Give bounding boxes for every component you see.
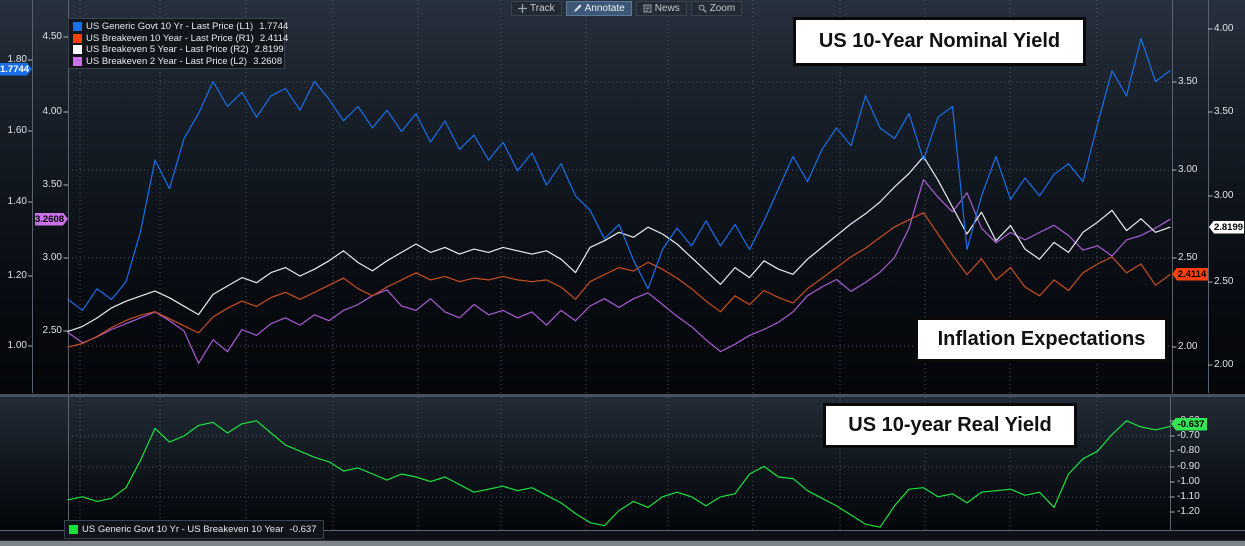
last-value-tag: 2.8199 xyxy=(1209,220,1244,234)
zoom-icon xyxy=(698,4,707,13)
legend-row[interactable]: US Generic Govt 10 Yr - US Breakeven 10 … xyxy=(69,524,316,536)
legend-row[interactable]: US Breakeven 10 Year - Last Price (R1) 2.… xyxy=(73,32,288,45)
axis-tick-label: -0.80 xyxy=(1177,445,1200,456)
axis-tick-label: 2.50 xyxy=(42,325,62,336)
axis-tick-label: 2.00 xyxy=(1178,341,1198,352)
series-line xyxy=(67,212,1171,348)
toolbar-button-annotate[interactable]: Annotate xyxy=(565,0,632,16)
series-swatch-icon xyxy=(69,525,78,534)
series-label: US Breakeven 5 Year - Last Price (R2) xyxy=(86,44,249,56)
series-swatch-icon xyxy=(73,33,82,43)
axis-tick-label: 4.00 xyxy=(42,106,62,117)
panel-divider[interactable] xyxy=(0,394,1245,397)
axis-tick-label: 4.00 xyxy=(1214,23,1234,34)
axis-tick-label: 2.00 xyxy=(1214,359,1234,370)
legend-row[interactable]: US Breakeven 2 Year - Last Price (L2) 3.2… xyxy=(73,55,283,68)
annotation-text: US 10-Year Nominal Yield xyxy=(818,30,1061,52)
axis-tick-label: 1.60 xyxy=(7,125,27,136)
annotation-nominal-yield[interactable]: US 10-Year Nominal Yield xyxy=(793,17,1086,66)
toolbar-button-news[interactable]: News xyxy=(635,0,687,16)
main-legend: US Generic Govt 10 Yr - Last Price (L1) 1… xyxy=(68,18,288,69)
toolbar-button-zoom[interactable]: Zoom xyxy=(690,0,743,16)
series-last-value: 2.4114 xyxy=(259,32,289,44)
series-label: US Generic Govt 10 Yr - Last Price (L1) xyxy=(86,21,254,33)
axis-tick-label: 3.00 xyxy=(1214,190,1234,201)
series-swatch-icon xyxy=(73,45,82,55)
axis-tick-label: -1.00 xyxy=(1177,476,1200,487)
axis-tick-label: -1.20 xyxy=(1177,506,1200,517)
legend-row[interactable]: US Generic Govt 10 Yr - Last Price (L1) 1… xyxy=(73,21,288,33)
axis-tick-label: -0.70 xyxy=(1177,430,1200,441)
axis-tick-label: 1.20 xyxy=(7,270,27,281)
series-last-value: 1.7744 xyxy=(259,21,289,33)
annotation-text: Inflation Expectations xyxy=(937,328,1146,350)
annotation-text: US 10-year Real Yield xyxy=(848,414,1052,436)
annotation-inflation-expectations[interactable]: Inflation Expectations xyxy=(915,317,1168,362)
axis-tick-label: 1.00 xyxy=(7,340,27,351)
real-yield-legend: US Generic Govt 10 Yr - US Breakeven 10 … xyxy=(64,520,324,539)
footer-strip xyxy=(0,530,1245,540)
series-last-value: 3.2608 xyxy=(253,55,283,67)
annotate-icon xyxy=(573,3,582,13)
track-icon xyxy=(518,3,527,13)
series-line xyxy=(67,420,1171,528)
annotation-real-yield[interactable]: US 10-year Real Yield xyxy=(823,403,1077,448)
last-value-tag: -0.637 xyxy=(1171,417,1207,431)
axis-tick-label: 1.80 xyxy=(7,54,27,65)
series-swatch-icon xyxy=(73,56,82,66)
toolbar: Track Annotate News Zoom xyxy=(511,0,743,16)
axis-tick-label: -0.90 xyxy=(1177,461,1200,472)
last-value-tag: 2.4114 xyxy=(1172,267,1208,281)
axis-tick-label: 3.50 xyxy=(42,179,62,190)
axis-tick-label: 3.50 xyxy=(1214,106,1234,117)
legend-row[interactable]: US Breakeven 5 Year - Last Price (R2) 2.8… xyxy=(73,44,284,56)
toolbar-button-track[interactable]: Track xyxy=(511,0,562,16)
axis-tick-label: 3.00 xyxy=(1178,164,1198,175)
series-line xyxy=(67,179,1171,364)
axis-tick-label: -1.10 xyxy=(1177,491,1200,502)
series-line xyxy=(67,37,1171,311)
series-label: US Breakeven 2 Year - Last Price (L2) xyxy=(86,55,248,67)
series-last-value: -0.637 xyxy=(289,524,317,535)
last-value-tag: 1.7744 xyxy=(0,63,32,76)
horizontal-scrollbar[interactable] xyxy=(0,540,1245,546)
series-label: US Generic Govt 10 Yr - US Breakeven 10 … xyxy=(82,524,284,535)
series-swatch-icon xyxy=(73,22,82,32)
series-last-value: 2.8199 xyxy=(254,44,284,56)
axis-tick-label: 3.00 xyxy=(42,252,62,263)
axis-tick-label: 4.50 xyxy=(42,31,62,42)
axis-tick-label: 2.50 xyxy=(1178,252,1198,263)
last-value-tag: 3.2608 xyxy=(35,213,68,226)
news-icon xyxy=(643,4,652,13)
axis-tick-label: 1.40 xyxy=(7,196,27,207)
axis-tick-label: 2.50 xyxy=(1214,276,1234,287)
axis-tick-label: 3.50 xyxy=(1178,76,1198,87)
series-label: US Breakeven 10 Year - Last Price (R1) xyxy=(86,32,254,44)
series-line xyxy=(67,156,1171,332)
